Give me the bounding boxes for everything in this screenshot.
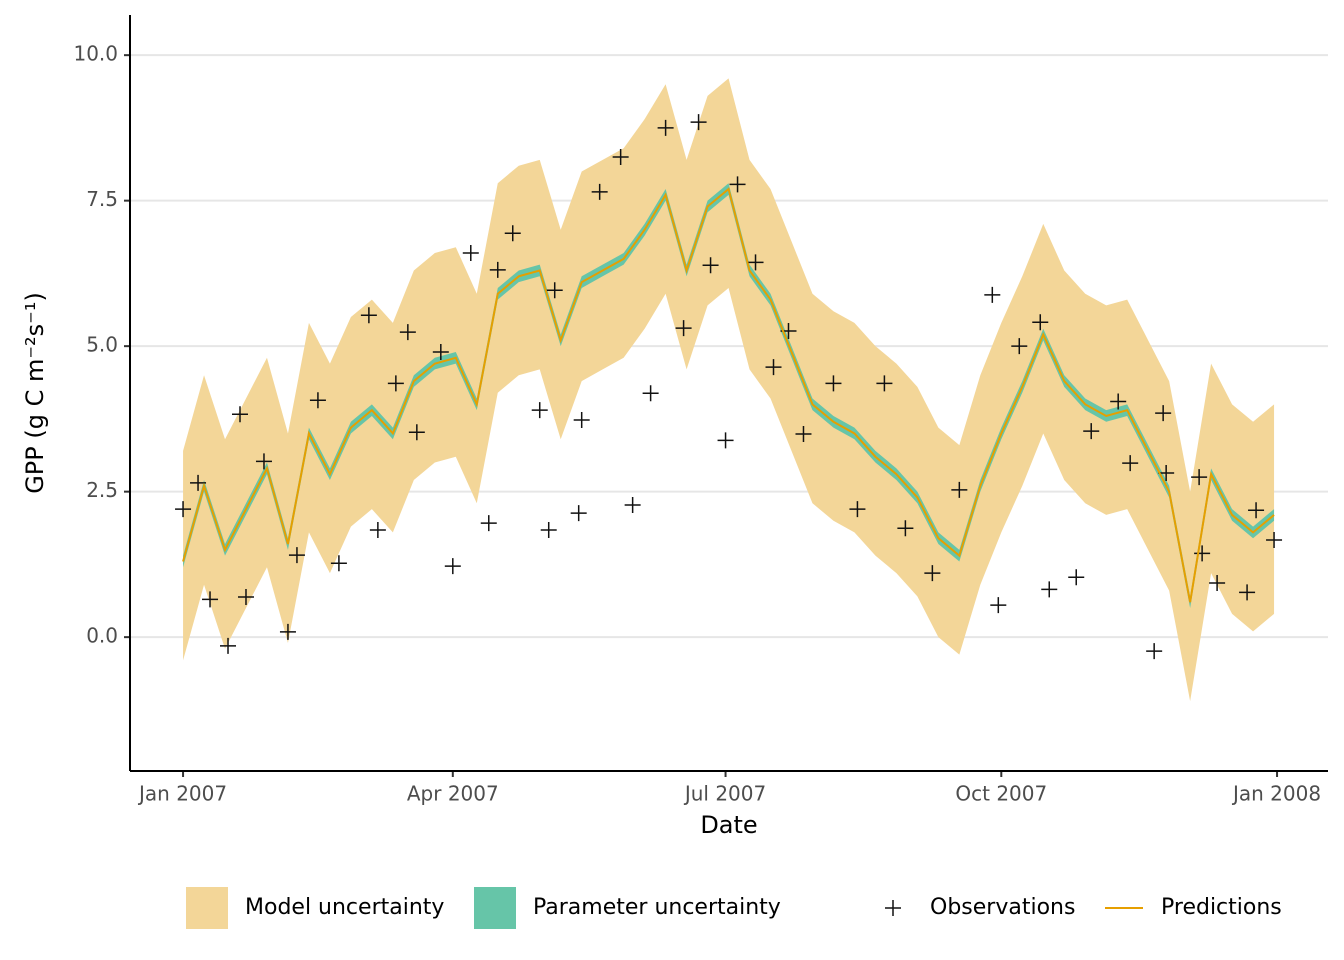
y-tick-label: 7.5 <box>86 187 118 211</box>
observation-point <box>330 555 347 572</box>
observation-point <box>288 547 305 564</box>
observation-point <box>546 282 563 299</box>
observation-point <box>369 522 386 539</box>
observation-point <box>444 558 461 575</box>
observation-point <box>231 406 248 423</box>
observation-point <box>675 320 692 337</box>
observation-point <box>1266 531 1283 548</box>
observation-point <box>795 426 812 443</box>
observation-point <box>1146 643 1163 660</box>
y-tick-label: 5.0 <box>86 333 118 357</box>
observation-point <box>1155 405 1172 422</box>
observation-point <box>1191 469 1208 486</box>
observation-point <box>202 591 219 608</box>
observation-point <box>255 453 272 470</box>
legend-label: Model uncertainty <box>245 895 444 920</box>
observation-point <box>990 597 1007 614</box>
y-tick-label: 0.0 <box>86 624 118 648</box>
observation-point <box>190 474 207 491</box>
x-tick-label: Apr 2007 <box>407 782 499 806</box>
observation-point <box>399 324 416 341</box>
y-tick-label: 2.5 <box>86 478 118 502</box>
observation-point <box>531 402 548 419</box>
observation-point <box>570 505 587 522</box>
observation-point <box>279 623 296 640</box>
legend-label: Observations <box>930 895 1075 920</box>
observation-point <box>924 565 941 582</box>
legend-swatch <box>885 900 901 916</box>
observation-point <box>897 520 914 537</box>
observation-point <box>504 225 521 242</box>
observation-point <box>765 359 782 376</box>
observation-point <box>1239 584 1256 601</box>
legend-label: Predictions <box>1161 895 1282 920</box>
observation-point <box>1209 575 1226 592</box>
observation-point <box>951 481 968 498</box>
legend-swatch <box>186 887 228 929</box>
observation-point <box>876 375 893 392</box>
observation-point <box>1248 502 1265 519</box>
observation-point <box>591 183 608 200</box>
observation-point <box>408 424 425 441</box>
observation-point <box>489 261 506 278</box>
observation-point <box>624 497 641 514</box>
observation-point <box>1011 338 1028 355</box>
observation-point <box>1041 581 1058 598</box>
observation-point <box>360 307 377 324</box>
observation-point <box>1122 455 1139 472</box>
observation-point <box>825 375 842 392</box>
observation-point <box>462 245 479 262</box>
observation-point <box>1194 545 1211 562</box>
prediction-line <box>182 187 1275 603</box>
observation-point <box>387 375 404 392</box>
x-tick-label: Oct 2007 <box>955 782 1047 806</box>
legend-label: Parameter uncertainty <box>533 895 781 920</box>
x-axis-title: Date <box>700 811 757 839</box>
observation-point <box>612 149 629 166</box>
observation-point <box>309 392 326 409</box>
observation-point <box>642 385 659 402</box>
observation-point <box>1083 423 1100 440</box>
x-tick-label: Jan 2008 <box>1231 782 1321 806</box>
observation-point <box>540 522 557 539</box>
observation-point <box>237 588 254 605</box>
observation-point <box>690 114 707 131</box>
x-tick-label: Jan 2007 <box>137 782 227 806</box>
observation-point <box>573 412 590 429</box>
observation-point <box>747 254 764 271</box>
y-axis-title: GPP (g C m⁻²s⁻¹) <box>21 292 49 494</box>
y-tick-label: 10.0 <box>73 42 118 66</box>
observation-point <box>1158 465 1175 482</box>
observation-point <box>480 515 497 532</box>
observation-point <box>1110 393 1127 410</box>
observation-point <box>1032 314 1049 331</box>
observation-point <box>432 343 449 360</box>
observation-point <box>717 432 734 449</box>
x-tick-label: Jul 2007 <box>683 782 766 806</box>
observation-point <box>1068 569 1085 586</box>
legend-swatch <box>474 887 516 929</box>
observation-point <box>657 119 674 136</box>
observation-point <box>220 637 237 654</box>
uncertainty-band <box>183 78 1275 702</box>
observation-point <box>175 501 192 518</box>
observation-point <box>984 286 1001 303</box>
observation-point <box>702 257 719 274</box>
observation-point <box>849 501 866 518</box>
observation-point <box>729 176 746 193</box>
